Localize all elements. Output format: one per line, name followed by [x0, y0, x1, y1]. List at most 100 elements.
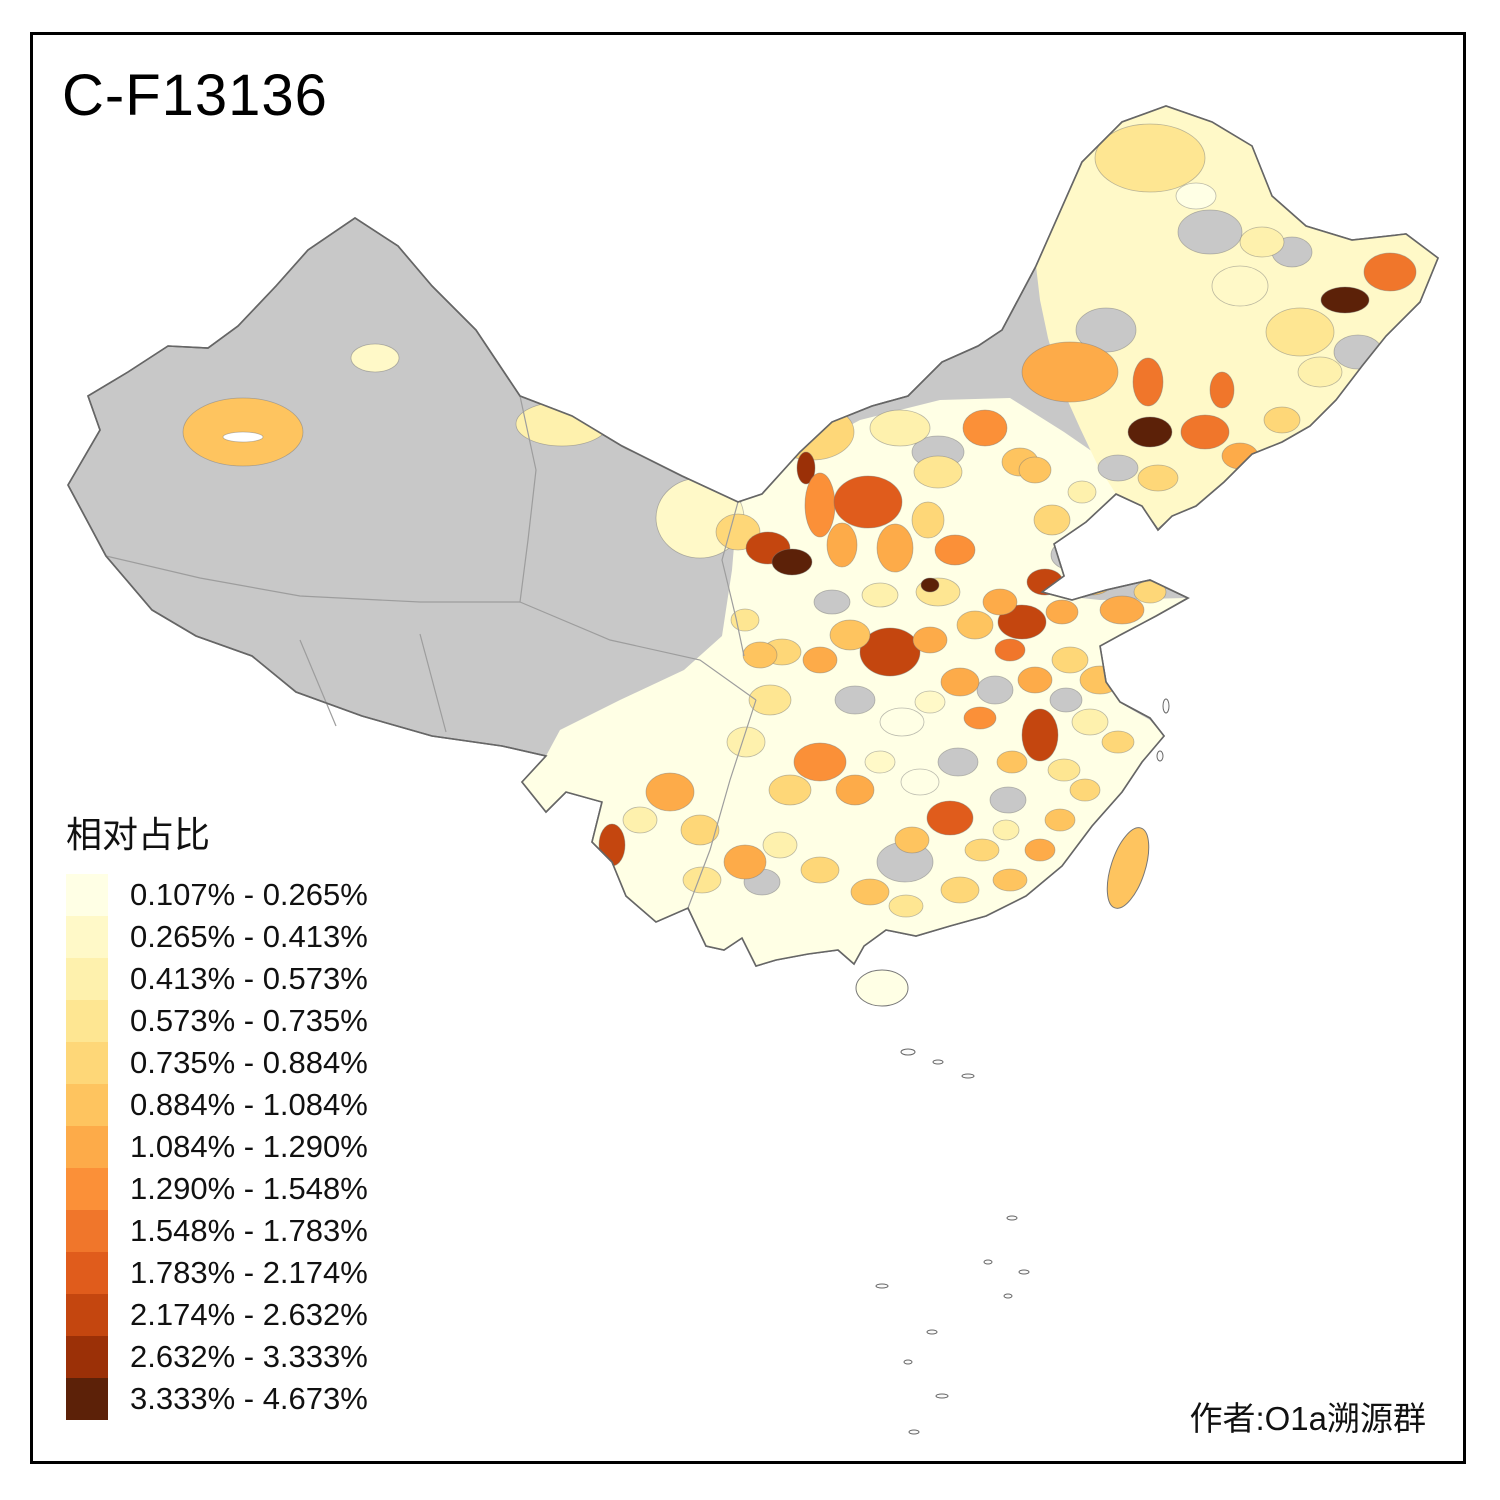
legend-row: 0.884% - 1.084%: [66, 1084, 368, 1126]
map-region: [1079, 665, 1121, 695]
map-region: [1265, 307, 1335, 357]
map-region: [682, 866, 722, 894]
map-region: [598, 823, 626, 867]
legend-row: 0.265% - 0.413%: [66, 916, 368, 958]
legend-title: 相对占比: [66, 814, 211, 855]
map-region: [876, 523, 914, 573]
map-region: [1026, 568, 1064, 596]
map-region: [900, 768, 940, 796]
map-region: [926, 800, 974, 836]
map-region: [771, 548, 813, 576]
province-borders: [105, 395, 757, 909]
map-region: [1132, 357, 1164, 407]
legend-label: 0.735% - 0.884%: [130, 1045, 368, 1080]
map-region: [1049, 687, 1083, 713]
map-region: [804, 472, 836, 538]
map-region: [989, 786, 1027, 814]
map-region: [1051, 646, 1089, 674]
map-region: [622, 806, 658, 834]
legend-row: 0.573% - 0.735%: [66, 1000, 368, 1042]
map-region: [768, 774, 812, 806]
map-region: [964, 838, 1000, 862]
map-region: [1297, 356, 1343, 388]
national-border: [67, 105, 1439, 967]
map-region: [1363, 252, 1417, 292]
map-region: [1320, 286, 1370, 314]
map-region: [1133, 580, 1167, 604]
legend-row: 1.084% - 1.290%: [66, 1126, 368, 1168]
map-region: [762, 831, 798, 859]
map-region: [793, 742, 847, 782]
map-region: [813, 589, 851, 615]
legend-row: 1.290% - 1.548%: [66, 1168, 368, 1210]
map-region: [1033, 504, 1071, 536]
map-region: [1175, 182, 1217, 210]
map-region: [802, 646, 838, 674]
legend-label: 2.174% - 2.632%: [130, 1297, 368, 1332]
legend-label: 0.107% - 0.265%: [130, 877, 368, 912]
map-region: [1071, 708, 1109, 736]
map-region: [1018, 456, 1052, 484]
page-title: C-F13136: [62, 63, 328, 128]
legend-swatch: [66, 1294, 108, 1336]
map-region: [1024, 838, 1056, 862]
legend-label: 2.632% - 3.333%: [130, 1339, 368, 1374]
map-region: [1099, 595, 1145, 625]
map-region: [1180, 414, 1230, 450]
map-region: [833, 475, 903, 529]
hainan-island: [855, 969, 909, 1007]
map-region: [835, 774, 875, 806]
map-region: [850, 878, 890, 906]
legend-label: 0.413% - 0.573%: [130, 961, 368, 996]
legend-swatch: [66, 1168, 108, 1210]
legend-row: 1.548% - 1.783%: [66, 1210, 368, 1252]
legend-swatch: [66, 1084, 108, 1126]
legend-swatch: [66, 1378, 108, 1420]
map-region: [869, 409, 931, 447]
map-region: [888, 894, 924, 918]
map-region: [940, 667, 980, 697]
map-region: [976, 675, 1014, 705]
legend-row: 2.174% - 2.632%: [66, 1294, 368, 1336]
map-region: [1209, 371, 1235, 409]
map-region: [222, 431, 264, 443]
legend-label: 3.333% - 4.673%: [130, 1381, 368, 1416]
legend-row: 2.632% - 3.333%: [66, 1336, 368, 1378]
map-region: [680, 814, 720, 846]
legend-row: 0.735% - 0.884%: [66, 1042, 368, 1084]
map-region: [1097, 454, 1139, 482]
legend-row: 1.783% - 2.174%: [66, 1252, 368, 1294]
legend-swatch: [66, 958, 108, 1000]
legend-row: 0.413% - 0.573%: [66, 958, 368, 1000]
author-credit: 作者:O1a溯源群: [1189, 1400, 1426, 1437]
legend-label: 1.084% - 1.290%: [130, 1129, 368, 1164]
legend-row: 0.107% - 0.265%: [66, 874, 368, 916]
map-region: [864, 750, 896, 774]
legend-rows: 0.107% - 0.265% 0.265% - 0.413% 0.413% - 0…: [66, 874, 368, 1420]
map-region: [992, 868, 1028, 892]
map-region: [1137, 464, 1179, 492]
legend-swatch: [66, 1042, 108, 1084]
map-region: [861, 582, 899, 608]
map-region: [1047, 758, 1081, 782]
map-region: [826, 522, 858, 568]
map-region: [894, 826, 930, 854]
map-region: [350, 343, 400, 373]
legend-swatch: [66, 1126, 108, 1168]
map-region: [834, 685, 876, 715]
map-region: [920, 577, 940, 593]
map-region: [1101, 730, 1135, 754]
map-region: [1263, 406, 1301, 434]
map-region: [879, 707, 925, 737]
map-region: [914, 690, 946, 714]
map-region: [1177, 209, 1243, 255]
map-region: [1211, 265, 1269, 307]
legend-swatch: [66, 916, 108, 958]
map-region: [994, 638, 1026, 662]
map-region: [1069, 778, 1101, 802]
map-region: [1239, 226, 1285, 258]
map-region: [1071, 568, 1113, 596]
map-region: [992, 819, 1020, 841]
